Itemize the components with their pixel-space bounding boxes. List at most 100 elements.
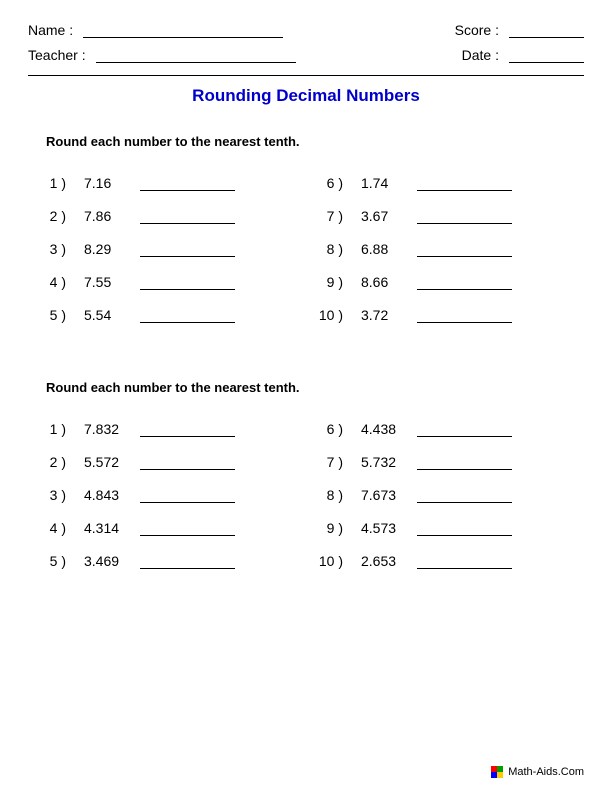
problem-number: 7 ) [307,208,347,224]
problem-number: 6 ) [307,421,347,437]
problem-row: 4 )7.55 [30,274,307,290]
problem-number: 4 ) [30,520,70,536]
problem-row: 3 )4.843 [30,487,307,503]
problem-number: 2 ) [30,208,70,224]
problem-row: 8 )6.88 [307,241,584,257]
answer-blank[interactable] [140,455,235,470]
answer-blank[interactable] [417,209,512,224]
problem-row: 3 )8.29 [30,241,307,257]
problem-row: 4 )4.314 [30,520,307,536]
score-field: Score : [455,22,584,38]
problem-row: 7 )5.732 [307,454,584,470]
problem-value: 5.54 [70,307,132,323]
answer-blank[interactable] [140,275,235,290]
name-field: Name : [28,22,283,38]
problem-column-left: 1 )7.16 2 )7.86 3 )8.29 4 )7.55 5 )5.54 [30,175,307,340]
header-row-2: Teacher : Date : [28,47,584,63]
problem-row: 9 )4.573 [307,520,584,536]
problem-row: 5 )5.54 [30,307,307,323]
problem-value: 4.573 [347,520,409,536]
problem-value: 7.16 [70,175,132,191]
problem-value: 7.86 [70,208,132,224]
score-label: Score : [455,22,499,38]
problem-row: 10 )3.72 [307,307,584,323]
name-blank[interactable] [83,22,283,38]
problem-value: 7.55 [70,274,132,290]
problem-value: 4.843 [70,487,132,503]
problem-column-left: 1 )7.832 2 )5.572 3 )4.843 4 )4.314 5 )3… [30,421,307,586]
date-label: Date : [462,47,499,63]
problem-number: 9 ) [307,520,347,536]
problem-number: 6 ) [307,175,347,191]
problem-row: 7 )3.67 [307,208,584,224]
header-row-1: Name : Score : [28,22,584,38]
answer-blank[interactable] [140,209,235,224]
answer-blank[interactable] [417,242,512,257]
logo-quadrant [497,772,503,778]
answer-blank[interactable] [417,422,512,437]
problem-row: 8 )7.673 [307,487,584,503]
problem-row: 5 )3.469 [30,553,307,569]
answer-blank[interactable] [417,176,512,191]
problem-value: 7.832 [70,421,132,437]
problem-value: 4.438 [347,421,409,437]
problem-row: 2 )5.572 [30,454,307,470]
header-divider [28,75,584,76]
problem-number: 2 ) [30,454,70,470]
problem-number: 8 ) [307,241,347,257]
problem-row: 6 )1.74 [307,175,584,191]
answer-blank[interactable] [140,176,235,191]
answer-blank[interactable] [140,242,235,257]
answer-blank[interactable] [140,554,235,569]
problem-set: 1 )7.16 2 )7.86 3 )8.29 4 )7.55 5 )5.54 … [28,175,584,340]
problem-number: 1 ) [30,175,70,191]
page-title: Rounding Decimal Numbers [28,86,584,106]
answer-blank[interactable] [417,455,512,470]
answer-blank[interactable] [140,422,235,437]
problem-number: 3 ) [30,241,70,257]
logo-icon [491,766,503,778]
answer-blank[interactable] [417,488,512,503]
footer-text: Math-Aids.Com [508,766,584,778]
teacher-label: Teacher : [28,47,86,63]
problem-number: 10 ) [307,307,347,323]
answer-blank[interactable] [140,308,235,323]
problem-number: 8 ) [307,487,347,503]
problem-value: 5.572 [70,454,132,470]
problem-value: 5.732 [347,454,409,470]
answer-blank[interactable] [417,275,512,290]
problem-number: 1 ) [30,421,70,437]
section-instruction: Round each number to the nearest tenth. [46,380,584,395]
problem-value: 3.67 [347,208,409,224]
answer-blank[interactable] [417,521,512,536]
date-blank[interactable] [509,47,584,63]
date-field: Date : [462,47,584,63]
section-instruction: Round each number to the nearest tenth. [46,134,584,149]
problem-value: 3.72 [347,307,409,323]
problem-row: 6 )4.438 [307,421,584,437]
problem-number: 7 ) [307,454,347,470]
problem-value: 3.469 [70,553,132,569]
score-blank[interactable] [509,22,584,38]
problem-value: 4.314 [70,520,132,536]
problem-value: 8.66 [347,274,409,290]
name-label: Name : [28,22,73,38]
problem-column-right: 6 )1.74 7 )3.67 8 )6.88 9 )8.66 10 )3.72 [307,175,584,340]
problem-row: 10 )2.653 [307,553,584,569]
problem-value: 8.29 [70,241,132,257]
problem-value: 1.74 [347,175,409,191]
teacher-field: Teacher : [28,47,296,63]
answer-blank[interactable] [417,308,512,323]
problem-number: 10 ) [307,553,347,569]
answer-blank[interactable] [140,488,235,503]
problem-value: 2.653 [347,553,409,569]
problem-row: 9 )8.66 [307,274,584,290]
problem-number: 5 ) [30,307,70,323]
problem-number: 5 ) [30,553,70,569]
answer-blank[interactable] [140,521,235,536]
problem-set: 1 )7.832 2 )5.572 3 )4.843 4 )4.314 5 )3… [28,421,584,586]
answer-blank[interactable] [417,554,512,569]
problem-row: 1 )7.832 [30,421,307,437]
problem-value: 6.88 [347,241,409,257]
teacher-blank[interactable] [96,47,296,63]
